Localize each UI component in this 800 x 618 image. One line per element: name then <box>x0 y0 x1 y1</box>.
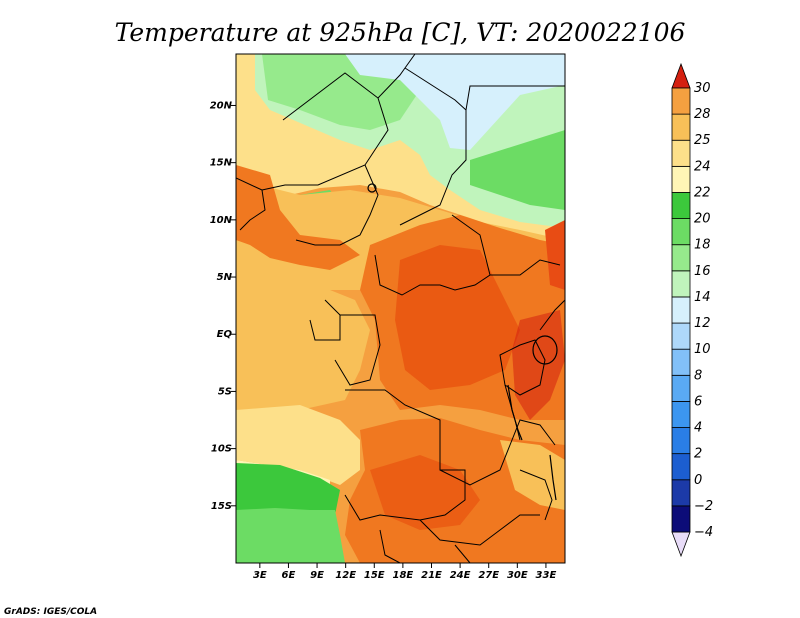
ethiopia-red <box>545 220 565 290</box>
colorbar-swatch <box>671 401 691 428</box>
colorbar-label: 8 <box>694 368 702 383</box>
colorbar-swatch <box>671 374 691 402</box>
x-tick-label: 3E <box>253 570 267 581</box>
border-line <box>374 214 491 296</box>
colorbar-swatch <box>671 192 691 219</box>
x-tick-label: 6E <box>282 570 296 581</box>
y-axis: 20N 15N 10N 5N EQ 5S 10S 15S <box>210 100 236 512</box>
colorbar-swatch <box>671 296 691 324</box>
lakes <box>367 183 558 501</box>
y-tick-label: 20N <box>210 100 233 111</box>
lake-chad <box>367 183 377 193</box>
border-line <box>539 299 565 331</box>
libya-cool <box>345 54 565 150</box>
x-tick-label: 24E <box>450 570 471 581</box>
x-tick-label: 15E <box>364 570 385 581</box>
colorbar-swatch <box>671 348 691 376</box>
colorbar-label: 25 <box>694 133 711 148</box>
gabon-warm <box>236 290 370 410</box>
map-frame <box>235 53 566 564</box>
y-tick-label: EQ <box>217 329 233 340</box>
y-tick-label: 15S <box>211 501 232 512</box>
zambia-hotter <box>370 455 480 530</box>
border-line <box>454 544 471 563</box>
colorbar-label: 4 <box>694 421 702 436</box>
y-tick-label: 15N <box>210 158 233 169</box>
x-axis: 3E 6E 9E 12E 15E 18E 21E 24E 27E 30E 33E <box>253 563 557 581</box>
colorbar-label: 22 <box>694 185 711 200</box>
border-line <box>419 514 540 546</box>
colorbar-swatch <box>671 218 691 246</box>
border-line <box>309 315 341 341</box>
border-line <box>261 72 389 191</box>
country-borders <box>236 54 565 563</box>
colorbar-label: 12 <box>694 316 711 331</box>
border-line <box>236 177 266 231</box>
colorbar-label: 18 <box>694 238 711 253</box>
colorbar-swatch <box>671 87 691 115</box>
lake-malawi <box>549 454 557 501</box>
border-line <box>344 389 466 521</box>
border-line <box>379 529 401 563</box>
chart-title: Temperature at 925hPa [C], VT: 202002210… <box>115 18 686 47</box>
lake-tanganyika <box>507 384 523 441</box>
y-tick-label: 5N <box>217 272 233 283</box>
border-line <box>499 339 546 396</box>
x-tick-label: 12E <box>335 570 356 581</box>
lake-victoria <box>532 335 558 365</box>
colorbar-label: 14 <box>694 290 711 305</box>
border-line <box>490 259 561 276</box>
colorbar-label: 2 <box>694 447 702 462</box>
x-tick-label: 33E <box>536 570 557 581</box>
y-tick-label: 10S <box>211 444 232 455</box>
colorbar-swatch <box>671 244 691 272</box>
colorbar-min-triangle <box>671 531 691 558</box>
colorbar-swatch <box>671 113 691 141</box>
colorbar-label: 20 <box>694 212 711 227</box>
west-coast-hot <box>236 165 360 270</box>
colorbar-label: 16 <box>694 264 711 279</box>
colorbar-swatch <box>671 505 691 533</box>
namibia-green <box>236 508 345 563</box>
border-line <box>377 54 416 99</box>
colorbar-label: −4 <box>694 525 713 540</box>
y-tick-label: 10N <box>210 215 233 226</box>
colorbar-label: 28 <box>694 107 711 122</box>
colorbar-label: 0 <box>694 473 702 488</box>
credit-text: GrADS: IGES/COLA <box>4 607 97 617</box>
border-line <box>295 164 379 246</box>
colorbar-swatch <box>671 479 691 507</box>
x-tick-label: 30E <box>507 570 528 581</box>
border-line <box>439 419 556 486</box>
colorbar-swatch <box>671 165 691 193</box>
colorbar-swatch <box>671 322 691 350</box>
colorbar-label: 30 <box>694 81 711 96</box>
x-tick-label: 9E <box>310 570 324 581</box>
border-line <box>519 469 553 521</box>
colorbar-label: 10 <box>694 342 711 357</box>
colorbar-max-triangle <box>671 62 691 89</box>
x-tick-label: 27E <box>478 570 499 581</box>
temperature-field <box>236 54 565 563</box>
colorbar-swatch <box>671 427 691 455</box>
chad-green <box>470 130 565 210</box>
colorbar-swatch <box>671 270 691 298</box>
angola-light <box>236 405 360 485</box>
x-tick-label: 21E <box>421 570 442 581</box>
border-line <box>399 110 467 226</box>
x-tick-label: 18E <box>393 570 414 581</box>
colorbar-label: 6 <box>694 394 702 409</box>
y-tick-label: 5S <box>218 386 232 397</box>
colorbar-label: 24 <box>694 159 711 174</box>
central-hotter <box>395 245 520 390</box>
colorbar-swatch <box>671 453 691 481</box>
colorbar-swatch <box>671 139 691 167</box>
colorbar-label: −2 <box>694 499 713 514</box>
